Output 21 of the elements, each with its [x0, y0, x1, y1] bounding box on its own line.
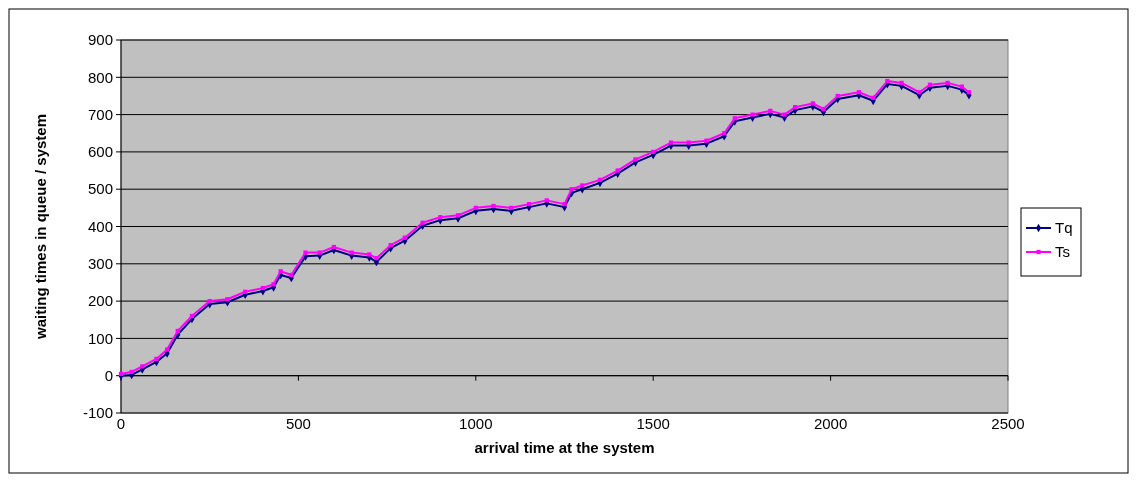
y-tick-label: -100 [82, 404, 113, 422]
legend-label: Ts [1055, 243, 1070, 261]
legend-label: Tq [1055, 219, 1073, 237]
x-tick-label: 500 [285, 415, 311, 433]
y-tick-label: 100 [87, 329, 113, 347]
y-tick-label: 500 [87, 180, 113, 198]
x-axis-title: arrival time at the system [474, 439, 655, 456]
y-axis-title: waiting times in queue / system [32, 113, 49, 341]
y-tick-label: 700 [87, 105, 113, 123]
y-tick-label: 600 [87, 143, 113, 161]
y-tick-label: 300 [87, 255, 113, 273]
y-tick-label: 400 [87, 217, 113, 235]
y-tick-label: 900 [87, 31, 113, 49]
x-tick-label: 1500 [636, 415, 670, 433]
x-tick-label: 2500 [991, 415, 1025, 433]
x-tick-label: 0 [116, 415, 126, 433]
y-tick-label: 200 [87, 292, 113, 310]
x-tick-label: 1000 [459, 415, 493, 433]
y-tick-label: 800 [87, 68, 113, 86]
y-tick-label: 0 [104, 366, 113, 384]
x-tick-label: 2000 [813, 415, 848, 433]
